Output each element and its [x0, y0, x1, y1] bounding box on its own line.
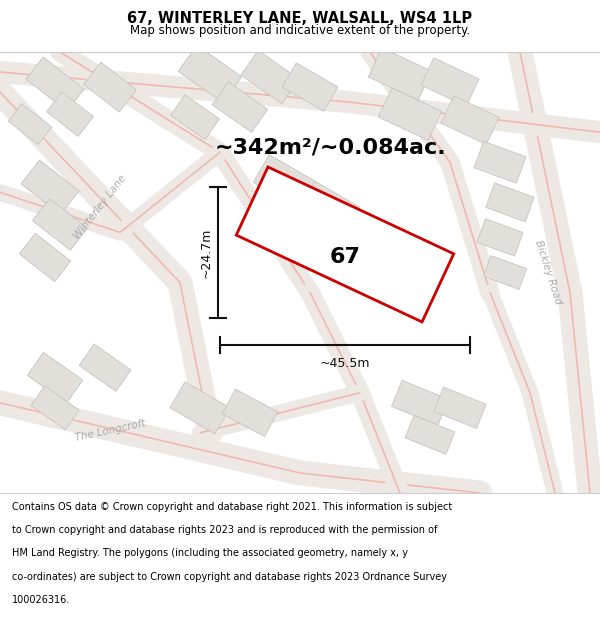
Text: 67: 67 — [329, 248, 361, 268]
Text: ~24.7m: ~24.7m — [200, 228, 213, 278]
Polygon shape — [241, 51, 299, 104]
Polygon shape — [222, 389, 278, 436]
Polygon shape — [253, 154, 317, 210]
Polygon shape — [313, 221, 367, 268]
Polygon shape — [477, 219, 523, 256]
Polygon shape — [47, 92, 94, 136]
Polygon shape — [28, 352, 83, 403]
Polygon shape — [32, 199, 88, 250]
Polygon shape — [262, 198, 319, 247]
Polygon shape — [441, 96, 499, 144]
Polygon shape — [8, 104, 52, 144]
Polygon shape — [405, 416, 455, 454]
Text: The Longcroft: The Longcroft — [74, 419, 146, 443]
Polygon shape — [484, 256, 527, 289]
Polygon shape — [170, 95, 220, 139]
Text: 67, WINTERLEY LANE, WALSALL, WS4 1LP: 67, WINTERLEY LANE, WALSALL, WS4 1LP — [127, 11, 473, 26]
Text: ~342m²/~0.084ac.: ~342m²/~0.084ac. — [214, 138, 446, 158]
Polygon shape — [392, 381, 448, 425]
Polygon shape — [26, 57, 84, 111]
Text: co-ordinates) are subject to Crown copyright and database rights 2023 Ordnance S: co-ordinates) are subject to Crown copyr… — [12, 571, 447, 581]
Polygon shape — [21, 160, 79, 214]
Text: Bickley Road: Bickley Road — [533, 239, 563, 306]
Polygon shape — [31, 386, 79, 430]
Polygon shape — [379, 88, 442, 141]
Polygon shape — [212, 82, 268, 132]
Polygon shape — [19, 233, 71, 282]
Polygon shape — [79, 344, 131, 391]
Text: Contains OS data © Crown copyright and database right 2021. This information is : Contains OS data © Crown copyright and d… — [12, 503, 452, 512]
Polygon shape — [300, 181, 360, 233]
Polygon shape — [421, 58, 479, 106]
Polygon shape — [434, 387, 486, 429]
Polygon shape — [236, 167, 454, 322]
Polygon shape — [282, 63, 338, 111]
Polygon shape — [368, 48, 431, 100]
Text: Winterley Lane: Winterley Lane — [72, 174, 128, 241]
Polygon shape — [83, 62, 136, 112]
Text: to Crown copyright and database rights 2023 and is reproduced with the permissio: to Crown copyright and database rights 2… — [12, 526, 437, 536]
Text: 100026316.: 100026316. — [12, 594, 70, 604]
Polygon shape — [474, 141, 526, 183]
Text: ~45.5m: ~45.5m — [320, 357, 370, 370]
Polygon shape — [170, 382, 230, 434]
Text: Map shows position and indicative extent of the property.: Map shows position and indicative extent… — [130, 24, 470, 38]
Text: HM Land Registry. The polygons (including the associated geometry, namely x, y: HM Land Registry. The polygons (includin… — [12, 549, 408, 559]
Polygon shape — [178, 45, 242, 103]
Polygon shape — [486, 183, 534, 222]
